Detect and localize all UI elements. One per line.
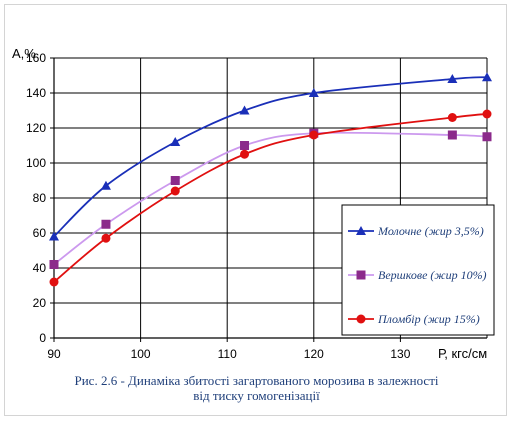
legend: Молочне (жир 3,5%) Вершкове (жир 10%) Плом…: [341, 204, 495, 336]
data-point: [447, 113, 457, 122]
legend-swatch-marker: [356, 270, 366, 280]
y-tick-label: 140: [26, 86, 46, 100]
data-point: [447, 130, 457, 140]
data-point: [482, 132, 492, 142]
legend-box: [341, 204, 495, 336]
data-point: [482, 109, 492, 119]
data-point: [239, 105, 250, 115]
data-point: [240, 141, 250, 150]
legend-swatch-marker: [356, 226, 366, 235]
legend-entry: Молочне (жир 3,5%): [377, 224, 484, 238]
x-tick-label: 90: [47, 347, 61, 361]
data-point: [100, 180, 111, 190]
y-tick-label: 0: [39, 331, 46, 345]
y-tick-label: 80: [33, 191, 47, 205]
x-axis-label: Р, кгс/см: [438, 346, 487, 361]
data-point: [101, 219, 111, 229]
legend-entry: Вершкове (жир 10%): [378, 268, 487, 282]
data-point: [170, 137, 181, 146]
figure-caption-line-1: Рис. 2.6 - Динаміка збитості загартовано…: [74, 373, 439, 388]
legend-swatch-marker: [356, 314, 366, 324]
grid: [54, 57, 488, 338]
y-tick-label: 40: [33, 261, 47, 275]
series-lines: [49, 72, 492, 287]
y-tick-label: 20: [33, 296, 47, 310]
x-tick-label: 130: [390, 347, 410, 361]
data-point: [482, 72, 492, 82]
figure-frame: [4, 4, 507, 416]
y-tick-label: 60: [33, 226, 47, 240]
x-tick-label: 100: [131, 347, 151, 361]
data-point: [49, 277, 59, 287]
data-point: [240, 149, 250, 159]
legend-entry: Пломбір (жир 15%): [377, 312, 480, 326]
data-point: [309, 130, 319, 140]
data-point: [447, 74, 458, 83]
x-tick-label: 110: [218, 347, 237, 361]
y-tick-label: 100: [26, 156, 46, 170]
data-point: [49, 231, 59, 241]
axes: [50, 57, 487, 342]
y-tick-label: 160: [26, 51, 46, 65]
tick-labels: 0 20 40 60 80 100 120 140 160 90 100 110 120 130: [26, 51, 411, 361]
x-tick-label: 120: [304, 347, 324, 361]
data-point: [308, 88, 319, 97]
data-point: [49, 260, 59, 269]
figure-caption-line-2: від тиску гомогенізації: [193, 388, 320, 403]
y-tick-label: 120: [26, 121, 46, 135]
y-axis-label: А,%: [12, 46, 36, 61]
data-point: [170, 176, 180, 185]
data-point: [170, 186, 180, 196]
data-point: [101, 233, 111, 243]
